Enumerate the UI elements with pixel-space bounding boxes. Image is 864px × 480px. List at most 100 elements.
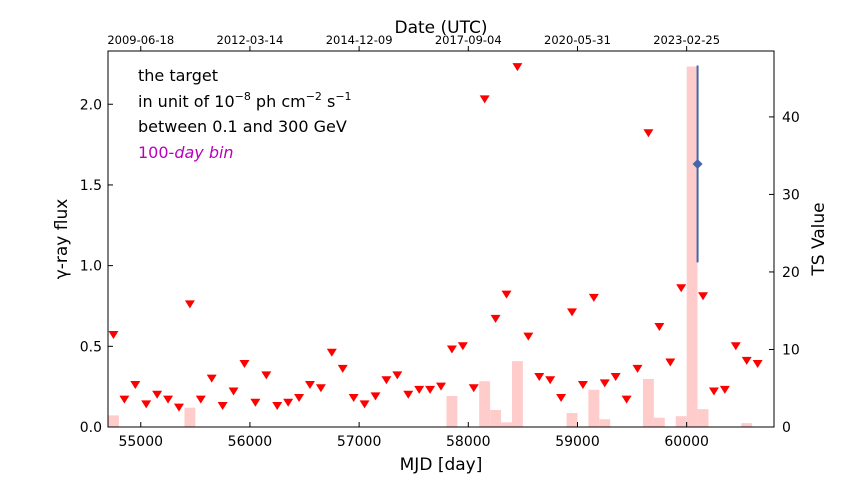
- upper-limit-marker: [599, 379, 610, 388]
- upper-limit-marker: [283, 398, 294, 407]
- upper-limit-marker: [250, 398, 261, 407]
- annotation-energy-range: between 0.1 and 300 GeV: [138, 117, 347, 136]
- top-tick-label: 2009-06-18: [107, 33, 174, 47]
- x-tick-label: 57000: [337, 434, 382, 450]
- upper-limit-marker: [654, 322, 665, 331]
- upper-limit-marker: [730, 342, 741, 351]
- upper-limit-marker: [228, 387, 239, 396]
- annotation-units: in unit of 10−8 ph cm−2 s−1: [138, 90, 352, 111]
- upper-limit-marker: [468, 384, 479, 393]
- ts-bar: [566, 413, 578, 427]
- ts-bar: [479, 381, 491, 427]
- upper-limit-marker: [108, 331, 119, 340]
- upper-limit-marker: [261, 371, 272, 380]
- y-left-tick-label: 1.5: [80, 178, 102, 194]
- ts-bar: [599, 419, 611, 427]
- units-exp-2: −2: [306, 90, 322, 103]
- upper-limit-marker: [621, 395, 632, 404]
- ts-bar: [108, 415, 119, 427]
- x-tick-label: 58000: [446, 434, 491, 450]
- upper-limit-marker: [698, 292, 709, 301]
- ts-bar: [653, 417, 665, 427]
- upper-limit-marker: [545, 376, 556, 385]
- detection-point: [692, 158, 703, 169]
- x-axis-title: MJD [day]: [400, 455, 483, 475]
- top-tick-label: 2023-02-25: [653, 33, 720, 47]
- ts-bars-group: [108, 66, 753, 427]
- upper-limit-marker: [457, 342, 468, 351]
- upper-limit-marker: [403, 390, 414, 399]
- top-axis-title: Date (UTC): [394, 18, 487, 38]
- upper-limit-marker: [315, 384, 326, 393]
- upper-limit-marker: [719, 385, 730, 394]
- upper-limit-marker: [119, 395, 130, 404]
- upper-limit-marker: [392, 371, 403, 380]
- upper-limit-marker: [304, 381, 315, 390]
- upper-limit-marker: [512, 63, 523, 72]
- x-tick-label: 60000: [664, 434, 709, 450]
- units-s: s: [322, 92, 335, 111]
- upper-limit-marker: [665, 358, 676, 367]
- y-axis-title-right: TS Value: [809, 202, 829, 276]
- upper-limit-marker: [184, 300, 195, 309]
- upper-limit-marker: [239, 360, 250, 369]
- ts-bar: [501, 422, 512, 427]
- upper-limit-marker: [741, 356, 752, 365]
- upper-limit-marker: [556, 393, 567, 402]
- ts-bar: [588, 389, 600, 427]
- y-right-tick-label: 0: [782, 420, 791, 436]
- upper-limit-marker: [436, 382, 446, 391]
- ts-bar: [697, 409, 709, 427]
- upper-limit-marker: [173, 403, 184, 412]
- y-left-tick-label: 2.0: [80, 97, 102, 113]
- x-tick-label: 56000: [228, 434, 273, 450]
- ts-bar: [490, 409, 502, 427]
- y-left-tick-label: 0.5: [80, 339, 102, 355]
- y-left-tick-label: 0.0: [80, 420, 102, 436]
- bin-size-number: 100-: [138, 143, 174, 162]
- upper-limit-marker: [752, 360, 763, 369]
- upper-limit-marker: [567, 308, 578, 317]
- upper-limit-marker: [294, 393, 305, 402]
- upper-limit-marker: [381, 376, 392, 385]
- y-right-tick-label: 30: [782, 187, 800, 203]
- top-tick-label: 2020-05-31: [544, 33, 611, 47]
- annotation-source: the target: [138, 66, 218, 85]
- ts-bar: [446, 395, 458, 427]
- units-exp-3: −1: [335, 90, 351, 103]
- ts-bar: [675, 416, 687, 427]
- ts-bar: [741, 423, 753, 427]
- upper-limit-marker: [163, 395, 174, 404]
- upper-limit-marker: [446, 345, 457, 354]
- plot-frame: [107, 50, 775, 428]
- x-tick-label: 55000: [118, 434, 163, 450]
- bin-size-italic: day bin: [174, 143, 233, 162]
- y-right-tick-label: 20: [782, 265, 800, 281]
- upper-limit-marker: [141, 400, 152, 409]
- upper-limit-marker: [152, 390, 163, 399]
- upper-limit-marker: [195, 395, 206, 404]
- upper-limit-marker: [534, 372, 545, 381]
- annotation-bin-size: 100-day bin: [138, 143, 234, 162]
- upper-limit-marker: [523, 332, 534, 341]
- top-tick-label: 2012-03-14: [217, 33, 284, 47]
- upper-limit-marker: [206, 374, 217, 383]
- upper-limit-marker: [643, 129, 654, 138]
- top-tick-label: 2017-09-04: [435, 33, 502, 47]
- upper-limit-marker: [501, 290, 512, 299]
- y-right-tick-label: 10: [782, 342, 800, 358]
- units-mid: ph cm: [251, 92, 306, 111]
- upper-limit-marker: [632, 364, 643, 373]
- units-exp-1: −8: [235, 90, 251, 103]
- upper-limit-marker: [370, 392, 381, 401]
- top-tick-label: 2014-12-09: [326, 33, 393, 47]
- upper-limit-marker: [359, 400, 370, 409]
- upper-limit-marker: [272, 402, 283, 411]
- x-tick-label: 59000: [555, 434, 600, 450]
- upper-limit-marker: [479, 95, 490, 104]
- upper-limit-marker: [326, 348, 337, 357]
- upper-limit-marker: [490, 314, 501, 323]
- upper-limit-marker: [588, 293, 599, 302]
- ts-bar: [511, 361, 523, 427]
